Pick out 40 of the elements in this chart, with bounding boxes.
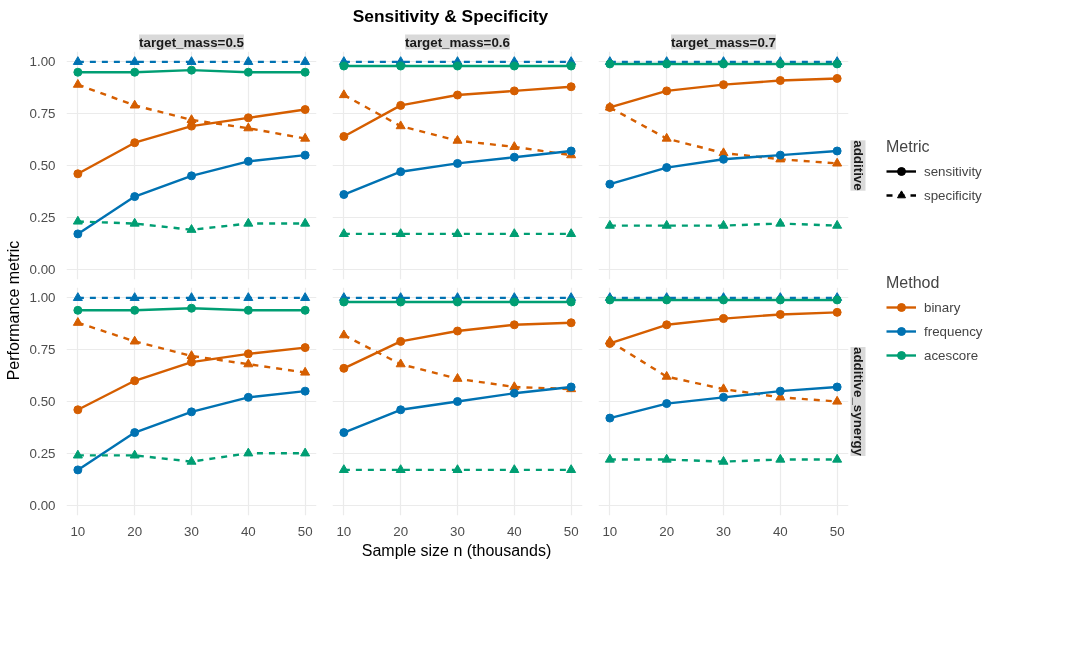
x-tick-label: 10 <box>336 523 352 539</box>
y-tick-label: 0.25 <box>29 445 56 461</box>
y-axis-title: Performance metric <box>5 240 22 381</box>
legend-label: acescore <box>924 347 979 363</box>
x-tick-label: 10 <box>602 523 618 539</box>
x-tick-label: 30 <box>716 523 731 539</box>
legend-title: Method <box>886 274 941 292</box>
legend-label: binary <box>924 299 961 315</box>
x-tick-label: 50 <box>563 523 579 539</box>
x-tick-label: 10 <box>70 523 86 539</box>
legend-label: frequency <box>924 323 983 339</box>
chart-subtitle: target_mass=0.5 <box>139 34 245 50</box>
x-tick-label: 30 <box>184 523 199 539</box>
x-tick-label: 20 <box>659 523 675 539</box>
y2-axis-title: additive_synergy <box>850 347 866 457</box>
chart-subtitle: target_mass=0.7 <box>671 34 776 50</box>
y-tick-label: 0.50 <box>29 394 56 409</box>
y-tick-label: 0.25 <box>29 209 56 225</box>
legend-label: specificity <box>924 187 982 203</box>
y-tick-label: 0.75 <box>29 106 56 122</box>
x-tick-label: 50 <box>297 523 313 539</box>
y-tick-label: 0.75 <box>29 342 56 358</box>
x-tick-label: 40 <box>506 523 522 539</box>
x-tick-label: 20 <box>127 523 143 539</box>
y2-axis-title: additive <box>850 140 866 191</box>
y-tick-label: 0.50 <box>29 158 56 173</box>
chart-title: Sensitivity & Specificity <box>352 5 549 26</box>
legend-label: sensitivity <box>924 163 982 179</box>
x-tick-label: 40 <box>772 523 788 539</box>
x-tick-label: 20 <box>393 523 409 539</box>
y-tick-label: 1.00 <box>29 290 56 306</box>
x-tick-label: 40 <box>240 523 256 539</box>
legend-title: Metric <box>886 138 931 156</box>
chart-subtitle: target_mass=0.6 <box>405 34 510 50</box>
y-tick-label: 1.00 <box>29 54 56 70</box>
y-tick-label: 0.00 <box>29 261 56 277</box>
y-tick-label: 0.00 <box>29 497 56 513</box>
x-tick-label: 50 <box>829 523 845 539</box>
x-tick-label: 30 <box>450 523 465 539</box>
x-axis-title: Sample size n (thousands) <box>361 542 552 559</box>
